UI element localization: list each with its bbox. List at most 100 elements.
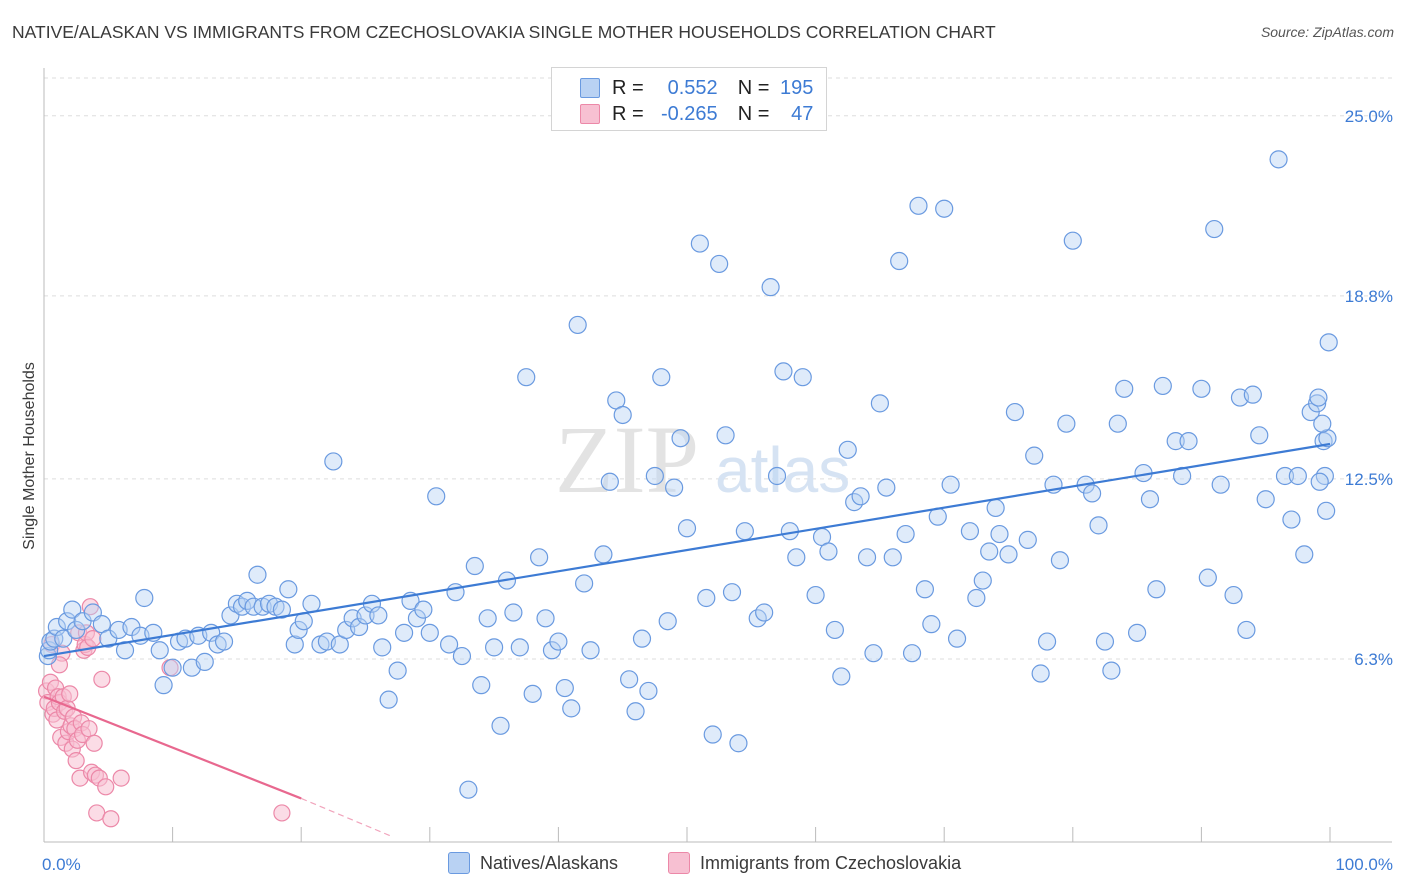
data-point-natives: [851, 487, 870, 506]
data-point-natives: [645, 466, 664, 486]
data-point-natives: [1211, 475, 1230, 494]
data-point-natives: [1313, 414, 1332, 433]
data-point-natives: [665, 478, 684, 497]
data-point-natives: [620, 670, 639, 689]
data-point-natives: [1310, 472, 1329, 491]
legend-n-value: 47: [791, 102, 814, 125]
data-point-natives: [1309, 388, 1328, 407]
data-point-natives: [135, 588, 154, 608]
data-point-natives: [1179, 432, 1198, 451]
data-point-natives: [459, 780, 478, 799]
data-point-natives: [289, 620, 308, 640]
data-point-natives: [1050, 551, 1070, 570]
trend-lines: [43, 442, 1331, 837]
gridlines: [44, 77, 1392, 660]
y-tick-label: 12.5%: [1345, 470, 1393, 489]
y-axis-label: Single Mother Households: [21, 362, 38, 550]
data-point-natives: [523, 684, 542, 703]
data-point-immigrants: [97, 778, 115, 796]
data-point-natives: [729, 734, 748, 753]
data-point-natives: [896, 524, 915, 544]
data-point-natives: [909, 196, 928, 215]
data-point-natives: [54, 629, 73, 648]
data-point-immigrants: [80, 720, 98, 738]
data-point-immigrants: [85, 734, 103, 752]
data-point-natives: [1082, 484, 1102, 503]
data-point-natives: [967, 588, 986, 608]
data-point-natives: [632, 629, 652, 648]
data-point-natives: [150, 641, 169, 660]
data-point-natives: [1089, 516, 1108, 535]
data-point-natives: [703, 725, 722, 744]
data-point-natives: [1115, 379, 1134, 398]
data-point-natives: [510, 638, 529, 657]
data-point-natives: [755, 603, 774, 622]
data-point-natives: [1005, 402, 1025, 422]
data-point-natives: [349, 617, 369, 637]
data-point-natives: [774, 362, 793, 381]
data-point-natives: [1037, 632, 1057, 651]
data-point-natives: [248, 565, 267, 584]
data-point-natives: [1063, 231, 1082, 250]
legend-row-natives: R = 0.552 N = 195: [552, 75, 813, 101]
data-point-natives: [883, 548, 902, 567]
data-point-natives: [870, 394, 890, 413]
data-point-natives: [1057, 414, 1076, 433]
data-point-natives: [902, 644, 922, 663]
data-point-natives: [652, 368, 671, 387]
data-point-natives: [761, 278, 780, 297]
data-point-natives: [594, 545, 613, 564]
data-point-natives: [671, 429, 690, 448]
data-point-natives: [279, 580, 298, 599]
data-point-natives: [373, 638, 392, 657]
data-point-natives: [1166, 432, 1185, 451]
series-legend-label: Immigrants from Czechoslovakia: [700, 852, 962, 873]
data-point-natives: [767, 466, 787, 486]
data-point-natives: [1147, 580, 1166, 599]
data-point-natives: [1224, 585, 1243, 605]
data-point-natives: [890, 251, 909, 271]
legend-n-label: N =: [737, 102, 770, 125]
series-natives-alaskans-points: [38, 150, 1338, 799]
data-point-natives: [980, 542, 999, 561]
data-point-natives: [1256, 490, 1275, 509]
tick-labels: 6.3% 12.5% 18.8% 25.0% 0.0% 100.0%: [42, 107, 1393, 874]
data-point-natives: [1243, 385, 1262, 404]
data-point-natives: [562, 699, 581, 718]
data-point-natives: [1205, 219, 1224, 239]
data-point-natives: [658, 612, 677, 631]
data-point-natives: [716, 426, 735, 445]
data-point-immigrants: [84, 630, 102, 648]
chart-title: NATIVE/ALASKAN VS IMMIGRANTS FROM CZECHO…: [12, 22, 996, 42]
data-point-natives: [999, 545, 1018, 564]
data-point-natives: [285, 635, 304, 654]
data-point-natives: [973, 571, 992, 590]
trend-line-immigrants: [43, 695, 302, 800]
data-point-natives: [420, 623, 439, 642]
data-point-natives: [935, 199, 954, 218]
data-point-immigrants: [61, 685, 79, 703]
data-point-immigrants: [93, 670, 111, 688]
data-point-natives: [626, 702, 645, 721]
data-point-natives: [722, 583, 742, 602]
data-point-immigrants: [67, 752, 85, 770]
data-point-natives: [517, 368, 536, 387]
data-point-natives: [491, 716, 510, 735]
data-point-natives: [793, 368, 812, 387]
series-legend-natives: Natives/Alaskans: [448, 852, 618, 874]
data-point-natives: [877, 478, 896, 497]
data-point-natives: [214, 632, 234, 651]
data-point-natives: [1317, 501, 1336, 520]
data-point-natives: [677, 519, 697, 538]
series-legend-swatch-blue: [448, 852, 470, 874]
data-point-immigrants: [273, 804, 291, 822]
y-tick-label: 18.8%: [1345, 287, 1393, 306]
data-point-natives: [1275, 466, 1295, 486]
correlation-legend: R = 0.552 N = 195 R = -0.265 N = 47: [551, 67, 827, 131]
data-point-natives: [163, 658, 182, 677]
data-point-natives: [302, 594, 321, 613]
legend-r-label: R =: [612, 76, 644, 99]
data-point-natives: [465, 556, 484, 576]
legend-r-label: R =: [612, 102, 644, 125]
data-point-natives: [1140, 490, 1160, 509]
